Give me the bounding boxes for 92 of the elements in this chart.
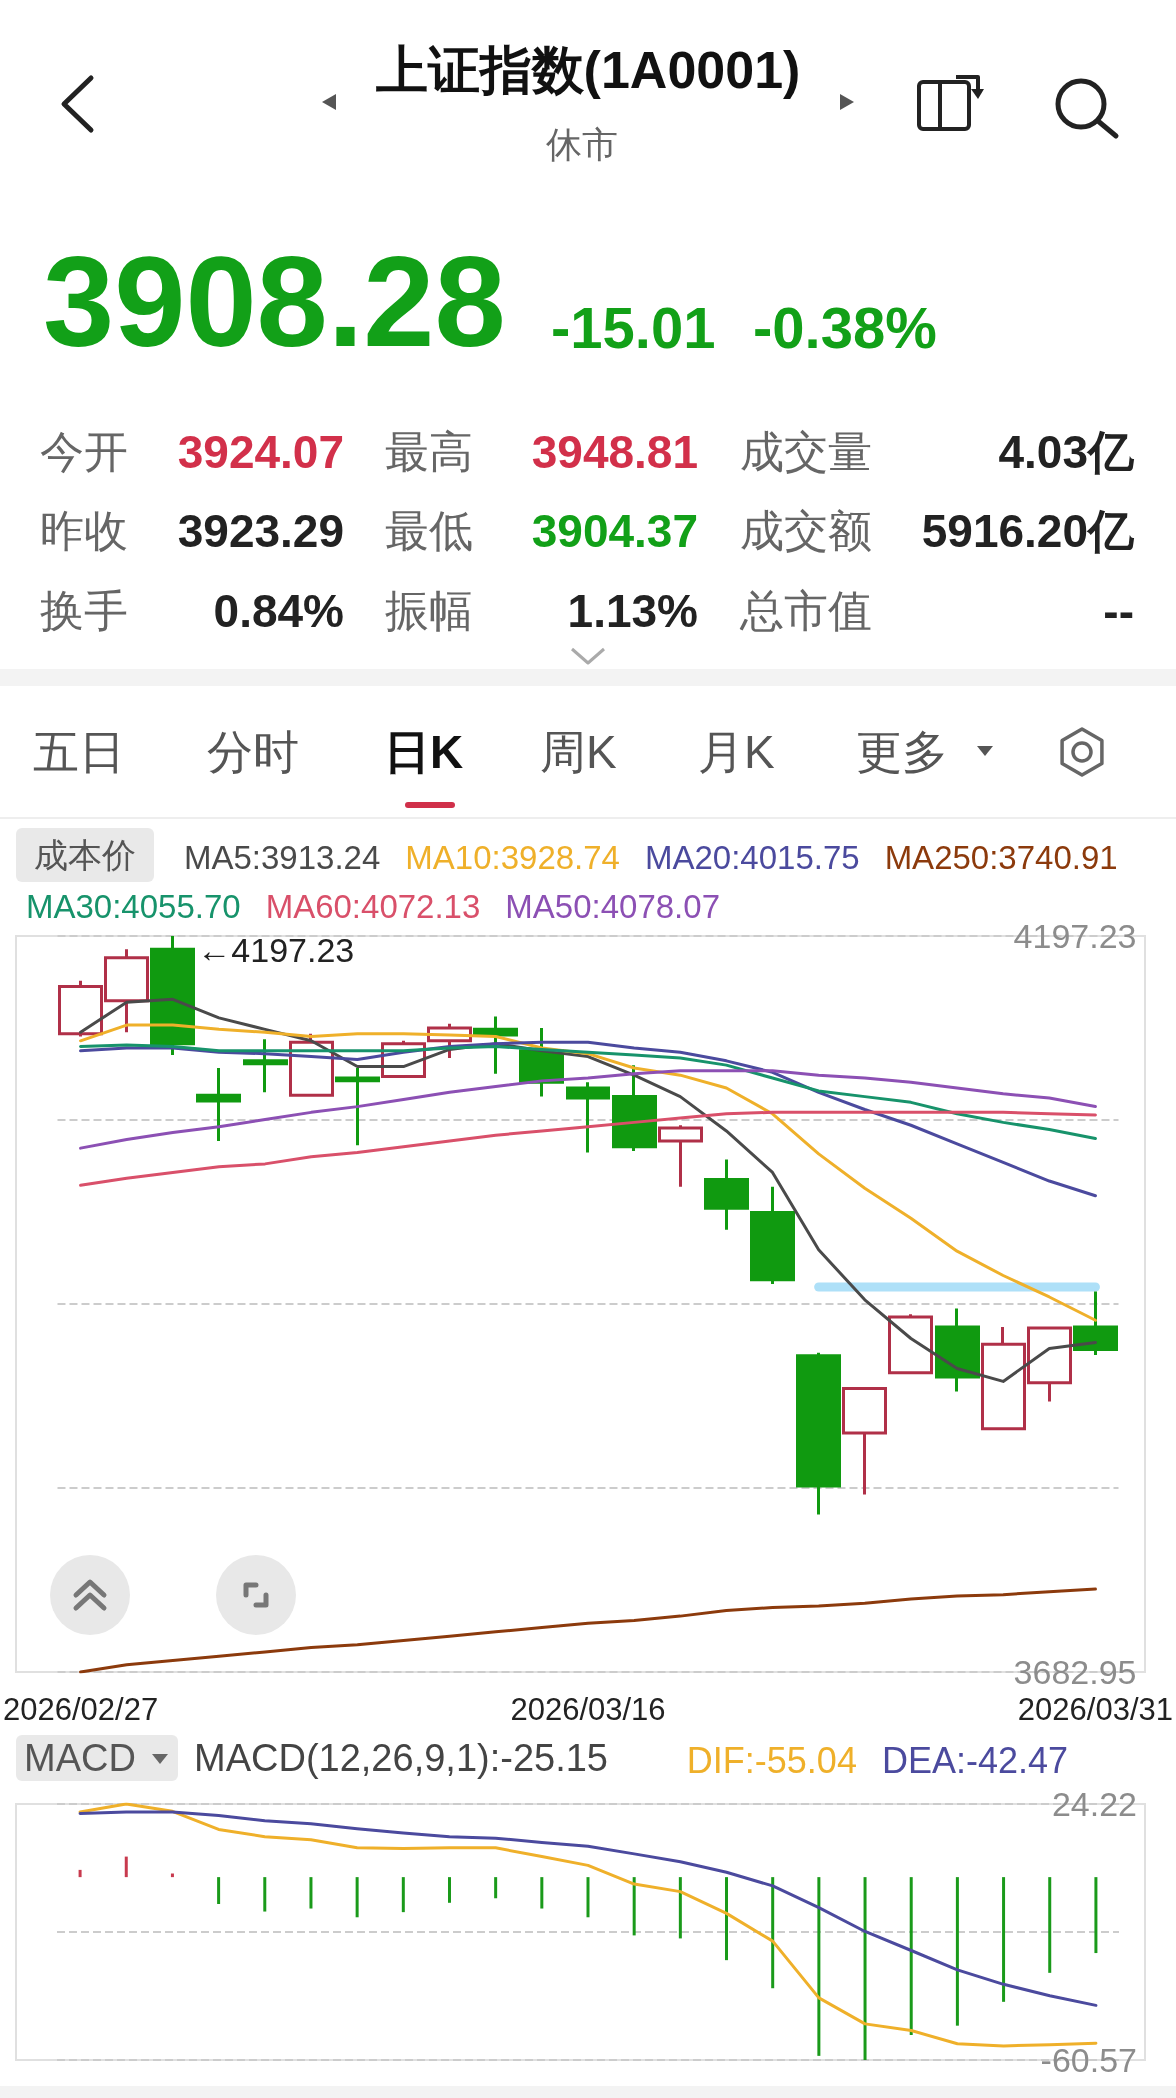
bar [1048, 1877, 1052, 1973]
text: 3908.28 [43, 230, 506, 373]
text: 休市 [545, 124, 619, 166]
text: 昨收 [40, 506, 128, 556]
text: MA60:4072.13 [265, 888, 481, 925]
candlestick [704, 1159, 749, 1230]
text: 3924.07 [177, 426, 344, 478]
bar [771, 1877, 775, 1989]
candlestick [335, 1067, 380, 1146]
candlestick [1073, 1291, 1118, 1356]
bar [78, 1869, 82, 1878]
bar [1002, 1877, 1006, 2002]
candlestick [196, 1067, 241, 1141]
text: MACD(12,26,9,1):-25.15 [194, 1736, 608, 1781]
candlestick [566, 1082, 610, 1153]
text: 成交量 [740, 427, 872, 477]
text: 最低 [385, 506, 473, 556]
candlestick [427, 1023, 472, 1058]
bar [1094, 1877, 1098, 1954]
bar [263, 1877, 267, 1912]
y-tick-label: 3682.95 [1013, 1653, 1137, 1691]
text: 成交额 [740, 506, 872, 556]
text: 更多 [856, 726, 948, 778]
candlestick [473, 1016, 518, 1074]
text: 上证指数(1A0001) [374, 40, 802, 100]
x-tick-label: 2026/03/31 [1017, 1692, 1174, 1727]
bar [632, 1877, 636, 1936]
bar [863, 1877, 867, 2060]
text: MA50:4078.07 [505, 888, 720, 925]
y-tick-label: -60.57 [1040, 2041, 1137, 2079]
text: 今开 [40, 427, 128, 477]
text: 4.03亿 [998, 426, 1134, 478]
line-series [79, 1069, 1097, 1150]
bar [309, 1877, 313, 1909]
text: MA20:4015.75 [644, 839, 860, 876]
line-series [79, 1023, 1097, 1322]
bar [401, 1877, 405, 1913]
text: 5916.20亿 [921, 505, 1134, 557]
text: 周K [540, 726, 617, 778]
bar [124, 1856, 128, 1878]
candlestick [796, 1352, 841, 1515]
text: 月K [698, 726, 775, 778]
candlestick [150, 936, 195, 1056]
text: MA250:3740.91 [884, 839, 1118, 876]
candlestick [935, 1308, 980, 1392]
x-tick-label: 2026/03/16 [510, 1692, 666, 1727]
bar [355, 1877, 359, 1918]
candlestick [612, 1065, 657, 1151]
text: 换手 [40, 586, 128, 636]
text: 最高 [385, 427, 473, 477]
text: 振幅 [385, 586, 473, 636]
bar [678, 1877, 682, 1939]
text: 总市值 [740, 586, 872, 636]
bar [540, 1877, 544, 1909]
text: 分时 [207, 726, 299, 778]
text: -0.38% [753, 295, 937, 360]
text: 3904.37 [531, 505, 698, 557]
line-series [79, 1110, 1097, 1187]
line-series [79, 1043, 1097, 1141]
text: MA5:3913.24 [184, 839, 381, 876]
candlestick [750, 1186, 795, 1285]
bar [586, 1877, 590, 1918]
text: DIF:-55.04 [686, 1739, 857, 1781]
y-tick-label: 24.22 [1051, 1785, 1137, 1823]
x-tick-label: 2026/02/27 [2, 1692, 159, 1727]
text: MA30:4055.70 [26, 888, 241, 925]
candlestick [243, 1039, 288, 1093]
bar [725, 1877, 729, 1961]
y-tick-label: 4197.23 [1013, 917, 1137, 955]
cost-price-button: 成本价 [16, 828, 154, 882]
text: -15.01 [551, 295, 716, 360]
text: -- [1103, 585, 1134, 637]
bar [817, 1877, 821, 2056]
text: 3948.81 [531, 426, 698, 478]
text: DEA:-42.47 [881, 1739, 1069, 1781]
candlestick [658, 1125, 703, 1187]
annotation: ←4197.23 [197, 931, 355, 969]
text: 3923.29 [177, 505, 344, 557]
text: MA10:3928.74 [405, 839, 620, 876]
text: 日K [384, 726, 464, 778]
bar [955, 1877, 959, 2026]
bar [909, 1877, 913, 2036]
text: 0.84% [213, 585, 344, 637]
candlestick [888, 1314, 933, 1375]
candlestick [842, 1387, 887, 1495]
text: 1.13% [567, 585, 698, 637]
indicator-dropdown: MACD [16, 1735, 178, 1781]
text: 五日 [33, 726, 125, 778]
bar [217, 1877, 221, 1904]
candlestick [381, 1040, 426, 1079]
bar [494, 1877, 498, 1899]
bar [447, 1877, 451, 1903]
